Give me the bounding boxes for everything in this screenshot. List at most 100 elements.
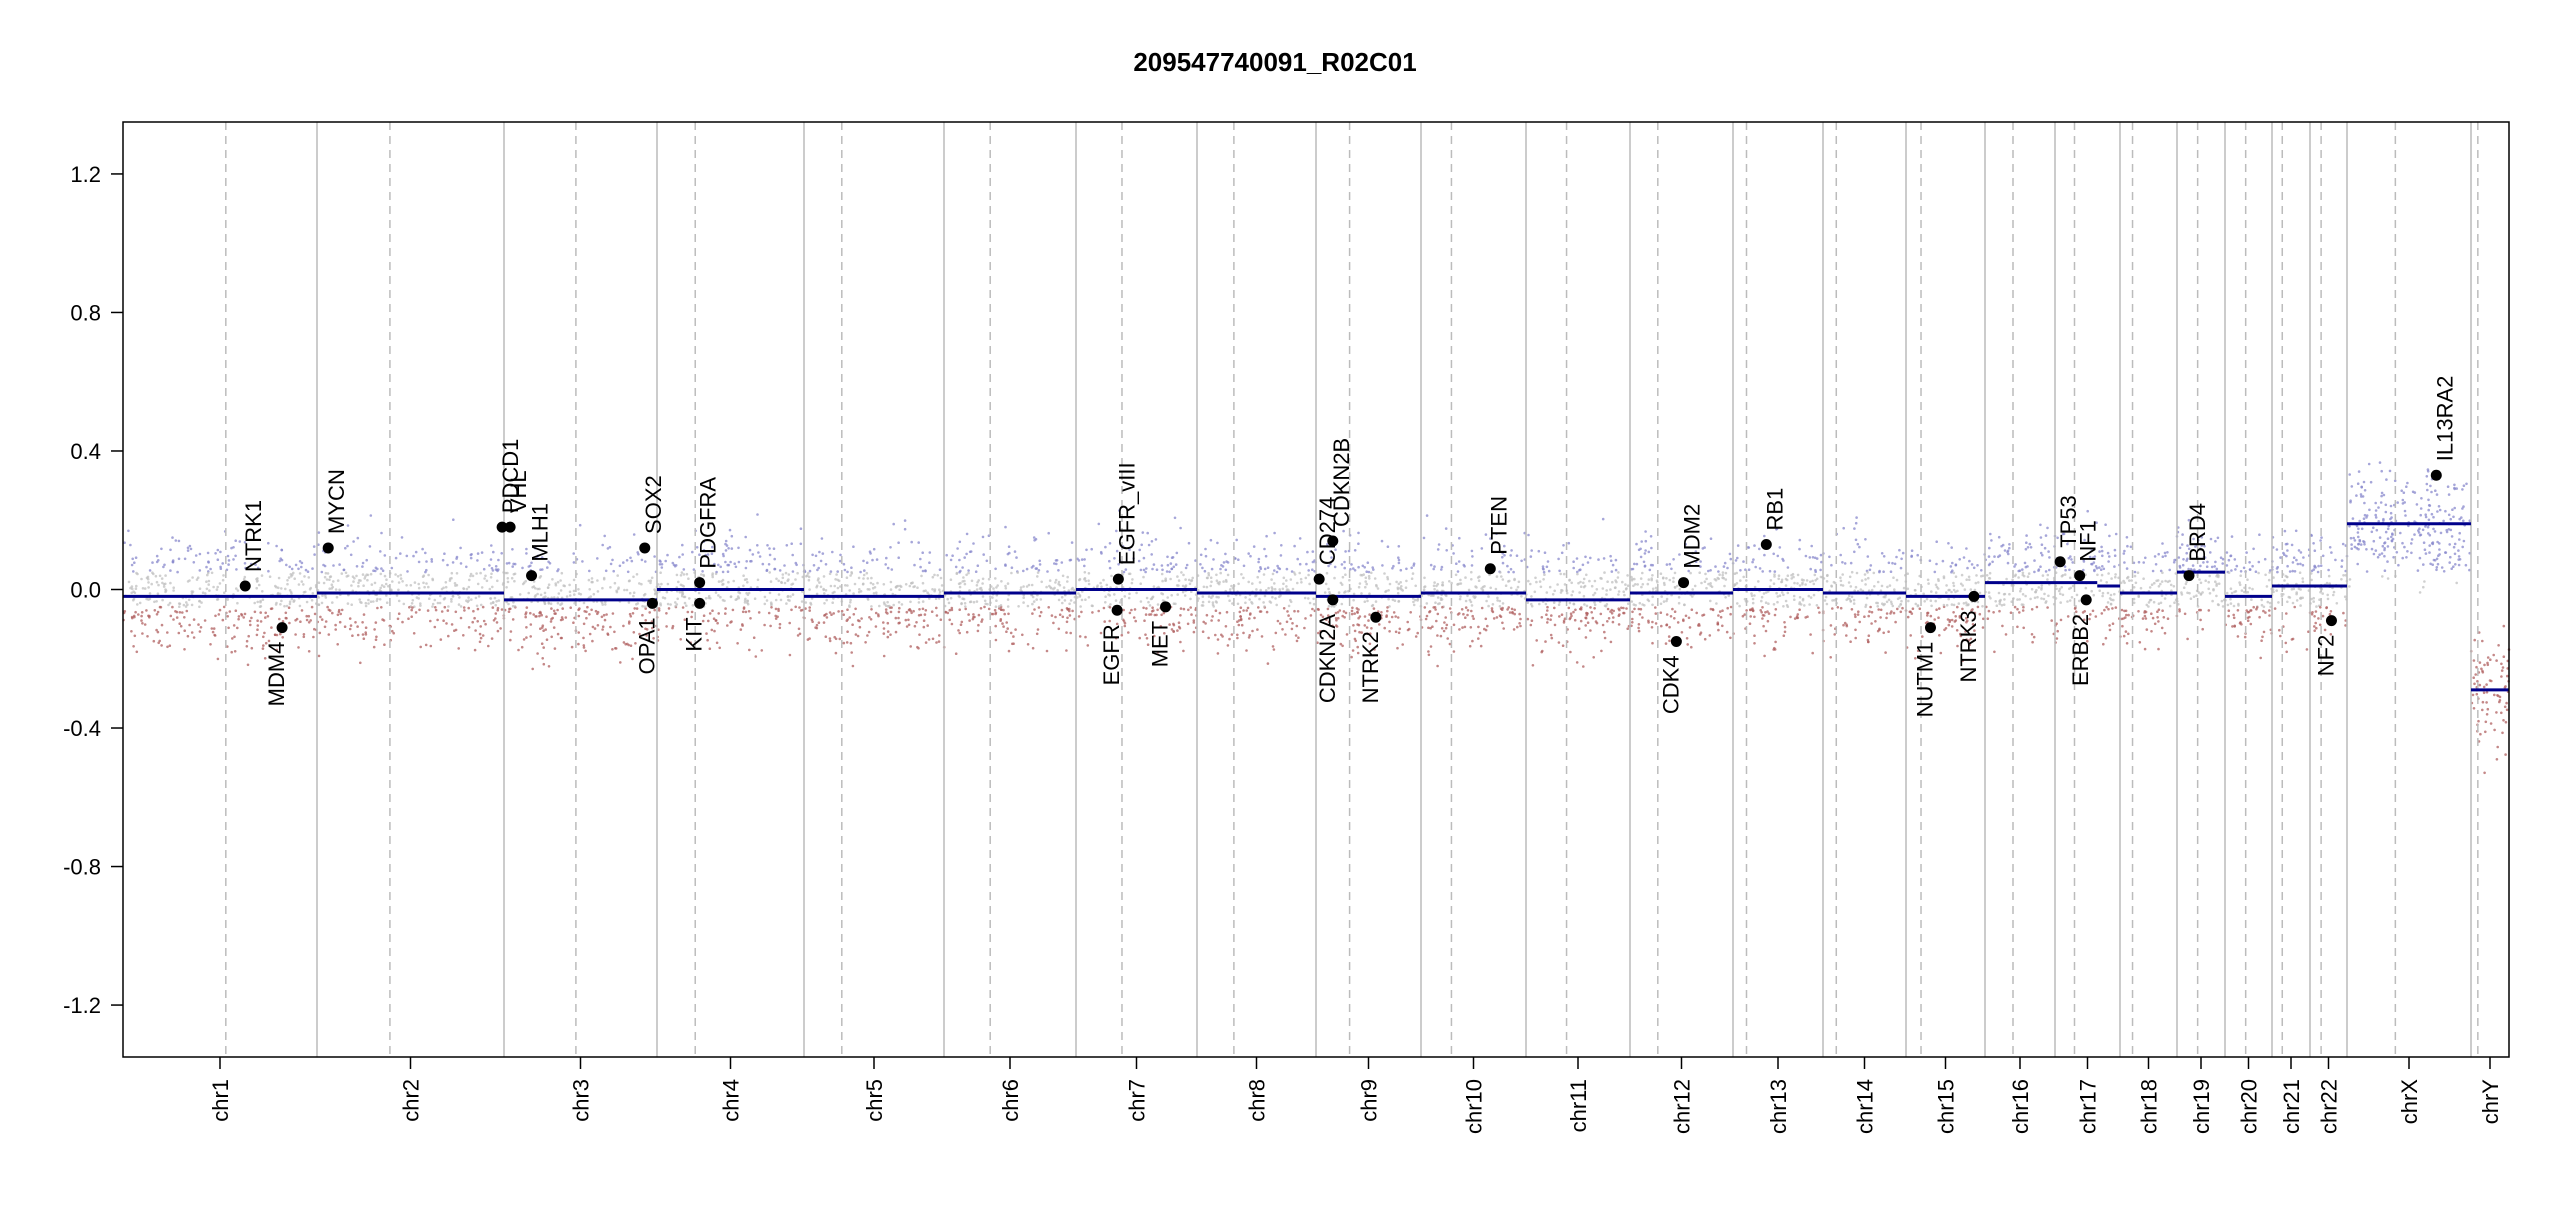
probe-point bbox=[256, 619, 259, 622]
probe-point bbox=[717, 594, 720, 597]
probe-point bbox=[869, 581, 873, 585]
probe-point bbox=[317, 581, 321, 584]
probe-point bbox=[2151, 616, 2155, 620]
probe-point bbox=[1631, 617, 1634, 621]
probe-point bbox=[1778, 594, 1782, 597]
probe-point bbox=[1880, 584, 1884, 588]
probe-point bbox=[2122, 552, 2126, 555]
probe-point bbox=[1965, 603, 1968, 607]
probe-point bbox=[1273, 587, 1277, 591]
probe-point bbox=[2329, 610, 2333, 613]
probe-point bbox=[564, 616, 568, 619]
probe-point bbox=[183, 629, 186, 632]
probe-point bbox=[2157, 620, 2160, 623]
probe-point bbox=[292, 571, 295, 575]
probe-point bbox=[1113, 557, 1116, 560]
probe-point bbox=[2185, 580, 2188, 584]
probe-point bbox=[852, 613, 856, 616]
probe-point bbox=[368, 545, 372, 548]
probe-point bbox=[1265, 534, 1268, 538]
probe-point bbox=[724, 560, 727, 564]
probe-point bbox=[419, 645, 423, 649]
probe-point bbox=[279, 603, 282, 606]
probe-point bbox=[2162, 616, 2166, 619]
probe-point bbox=[1401, 589, 1404, 592]
probe-point bbox=[130, 563, 134, 567]
probe-point bbox=[1207, 595, 1211, 598]
probe-point bbox=[1128, 548, 1131, 552]
probe-point bbox=[2452, 565, 2455, 568]
probe-point bbox=[219, 550, 222, 554]
probe-point bbox=[1829, 624, 1833, 627]
probe-point bbox=[2173, 601, 2176, 604]
probe-point bbox=[940, 584, 944, 587]
probe-point bbox=[327, 633, 331, 636]
probe-point bbox=[870, 605, 873, 608]
probe-point bbox=[613, 581, 617, 585]
probe-point bbox=[1699, 565, 1702, 568]
probe-point bbox=[1647, 578, 1651, 581]
probe-point bbox=[965, 552, 968, 556]
probe-point bbox=[2098, 566, 2101, 569]
probe-point bbox=[1160, 564, 1164, 567]
probe-point bbox=[806, 574, 809, 577]
probe-point bbox=[1108, 559, 1111, 563]
probe-point bbox=[313, 553, 316, 556]
probe-point bbox=[1669, 615, 1673, 618]
probe-point bbox=[2439, 531, 2443, 535]
probe-point bbox=[2160, 580, 2164, 583]
probe-point bbox=[1327, 587, 1330, 591]
probe-point bbox=[1221, 565, 1225, 568]
probe-point bbox=[897, 610, 901, 614]
probe-point bbox=[1703, 580, 1707, 583]
probe-point bbox=[806, 572, 810, 575]
probe-point bbox=[737, 546, 740, 550]
probe-point bbox=[2317, 617, 2320, 620]
probe-point bbox=[2252, 605, 2255, 609]
probe-point bbox=[2254, 570, 2258, 573]
probe-point bbox=[141, 622, 144, 625]
probe-point bbox=[1282, 582, 1285, 586]
probe-point bbox=[493, 596, 497, 600]
probe-point bbox=[557, 568, 560, 571]
probe-point bbox=[1885, 612, 1889, 615]
probe-point bbox=[1368, 577, 1371, 580]
probe-point bbox=[1363, 566, 1366, 569]
probe-point bbox=[2235, 564, 2239, 568]
probe-point bbox=[1513, 612, 1516, 616]
probe-point bbox=[2121, 624, 2124, 628]
probe-point bbox=[674, 601, 677, 604]
probe-point bbox=[490, 544, 493, 547]
probe-point bbox=[1634, 583, 1637, 586]
probe-point bbox=[1222, 580, 1225, 583]
probe-point bbox=[2229, 597, 2232, 601]
probe-point bbox=[1713, 578, 1717, 581]
probe-point bbox=[2108, 534, 2111, 538]
probe-point bbox=[1776, 554, 1780, 558]
probe-point bbox=[2042, 597, 2046, 601]
probe-point bbox=[1108, 619, 1111, 623]
probe-point bbox=[1634, 603, 1637, 607]
probe-point bbox=[798, 606, 801, 609]
probe-point bbox=[2216, 573, 2219, 577]
probe-point bbox=[877, 613, 880, 616]
probe-point bbox=[1396, 586, 1400, 590]
probe-point bbox=[1777, 577, 1780, 581]
probe-point bbox=[1995, 604, 1999, 607]
probe-point bbox=[899, 585, 903, 588]
probe-point bbox=[1501, 555, 1504, 559]
probe-point bbox=[1197, 597, 1200, 600]
probe-point bbox=[965, 532, 969, 536]
probe-point bbox=[1557, 557, 1560, 561]
probe-point bbox=[2077, 615, 2081, 618]
probe-point bbox=[852, 592, 855, 595]
probe-point bbox=[148, 569, 152, 572]
probe-point bbox=[1467, 588, 1471, 592]
probe-point bbox=[629, 644, 633, 647]
probe-point bbox=[2318, 598, 2321, 601]
probe-point bbox=[1622, 606, 1625, 610]
probe-point bbox=[1639, 555, 1643, 559]
probe-point bbox=[2199, 564, 2202, 568]
probe-point bbox=[698, 553, 701, 556]
probe-point bbox=[958, 558, 961, 562]
